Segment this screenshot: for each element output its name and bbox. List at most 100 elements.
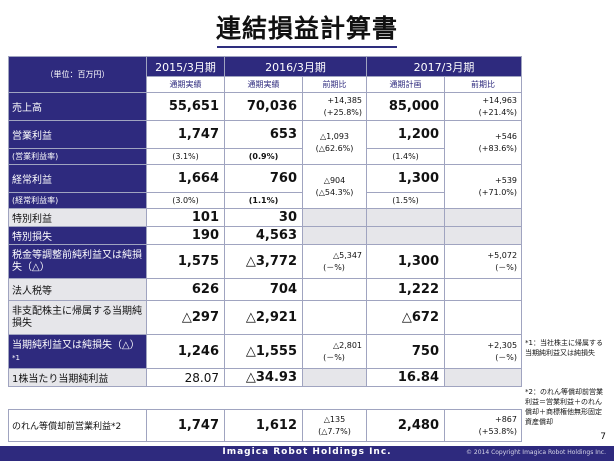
table-row: 営業利益 1,747 653 △1,093 (△62.6%) 1,200 +546…: [8, 120, 523, 165]
cell-value: 1,747: [146, 120, 225, 149]
header-sub-yoy-2017: 前期比: [444, 76, 523, 93]
cell-empty: [301, 208, 368, 227]
row-label: 非支配株主に帰属する当期純損失: [8, 300, 147, 335]
cell-empty: [444, 300, 523, 335]
table-row: 法人税等 626 704 1,222: [8, 278, 523, 301]
cell-value: 626: [146, 278, 225, 301]
cell-value: 55,651: [146, 92, 225, 121]
cell-value: 760: [224, 164, 303, 193]
cell-change: △5,347 (－%): [301, 244, 368, 279]
cell-value: 1,222: [366, 278, 446, 301]
cell-change: +14,963 (+21.4%): [444, 92, 523, 121]
cell-empty: [366, 226, 446, 245]
cell-value: △34.93: [224, 368, 303, 387]
cell-change: △135 (△7.7%): [302, 409, 367, 442]
cell-change: +14,385 (+25.8%): [301, 92, 368, 121]
table-row: 非支配株主に帰属する当期純損失 △297 △2,921 △672: [8, 300, 523, 335]
cell-empty: [444, 278, 523, 301]
row-label: 売上高: [8, 92, 147, 121]
cell-value: 1,300: [366, 164, 446, 193]
cell-value: 1,575: [146, 244, 225, 279]
cell-empty: [444, 368, 523, 387]
cell-change: +867 (+53.8%): [444, 409, 522, 442]
cell-value: 653: [224, 120, 303, 149]
cell-ratio: (1.4%): [366, 148, 446, 165]
cell-value: △2,921: [224, 300, 303, 335]
cell-ratio: (1.1%): [224, 192, 303, 209]
footer-brand: Imagica Robot Holdings Inc.: [222, 447, 392, 457]
cell-change: △1,093 (△62.6%): [301, 120, 368, 165]
cell-value: △297: [146, 300, 225, 335]
row-label: (経常利益率): [8, 192, 147, 209]
cell-value: 85,000: [366, 92, 446, 121]
cell-empty: [301, 300, 368, 335]
cell-ratio: (3.1%): [146, 148, 225, 165]
cell-value: 4,563: [224, 226, 303, 245]
cell-value: 704: [224, 278, 303, 301]
income-statement-table: （単位：百万円） 2015/3月期 2016/3月期 2017/3月期 通期実績…: [8, 56, 523, 387]
row-label: 当期純利益又は純損失（△） *1: [8, 334, 147, 369]
cell-value: 30: [224, 208, 303, 227]
table-row: 特別損失 190 4,563: [8, 226, 523, 245]
cell-value: △3,772: [224, 244, 303, 279]
cell-value: 1,664: [146, 164, 225, 193]
page-number: 7: [600, 432, 606, 442]
cell-value: 1,300: [366, 244, 446, 279]
footer-copyright: © 2014 Copyright Imagica Robot Holdings …: [465, 449, 606, 456]
row-label: 法人税等: [8, 278, 147, 301]
header-sub-plan-2017: 通期計画: [366, 76, 446, 93]
cell-change: +546 (+83.6%): [444, 120, 523, 165]
table-row: 特別利益 101 30: [8, 208, 523, 227]
cell-empty: [444, 208, 523, 227]
header-period-2017: 2017/3月期: [366, 56, 523, 77]
unit-label: （単位：百万円）: [8, 56, 147, 93]
cell-ratio: (0.9%): [224, 148, 303, 165]
table-row: 1株当たり当期純利益 28.07 △34.93 16.84: [8, 368, 523, 387]
goodwill-table: のれん等償却前営業利益*2 1,747 1,612 △135 (△7.7%) 2,…: [8, 409, 522, 442]
footnote-1: *1：当社株主に帰属する 当期純利益又は純損失: [525, 339, 603, 357]
cell-empty: [366, 208, 446, 227]
table-row: 経常利益 1,664 760 △904 (△54.3%) 1,300 +539 (+…: [8, 164, 523, 209]
title-underline: [217, 46, 397, 48]
table-row: 当期純利益又は純損失（△） *1 1,246 △1,555 △2,801 (－%)…: [8, 334, 523, 369]
table-row: 売上高 55,651 70,036 +14,385 (+25.8%) 85,000…: [8, 92, 523, 121]
cell-value: 70,036: [224, 92, 303, 121]
row-label: 税金等調整前純利益又は純損失（△）: [8, 244, 147, 279]
cell-value: △672: [366, 300, 446, 335]
cell-value: 1,200: [366, 120, 446, 149]
cell-ratio: (3.0%): [146, 192, 225, 209]
footer-bar: Imagica Robot Holdings Inc. © 2014 Copyr…: [0, 446, 614, 461]
cell-value: 2,480: [366, 409, 445, 442]
cell-change: +2,305 (－%): [444, 334, 523, 369]
cell-value: 1,747: [146, 409, 225, 442]
footnote-2: *2：のれん等償却前営業 利益＝営業利益＋のれん 償却＋商標権他無形固定 資産償却: [525, 388, 603, 426]
cell-value: △1,555: [224, 334, 303, 369]
row-label: 経常利益: [8, 164, 147, 193]
cell-empty: [301, 368, 368, 387]
row-label: 営業利益: [8, 120, 147, 149]
cell-value: 1,246: [146, 334, 225, 369]
cell-change: +5,072 (－%): [444, 244, 523, 279]
table-row: のれん等償却前営業利益*2 1,747 1,612 △135 (△7.7%) 2,…: [8, 409, 522, 442]
cell-change: △904 (△54.3%): [301, 164, 368, 209]
cell-change: △2,801 (－%): [301, 334, 368, 369]
cell-value: 750: [366, 334, 446, 369]
header-sub-actual-2015: 通期実績: [146, 76, 225, 93]
cell-value: 1,612: [224, 409, 303, 442]
header-sub-actual-2016: 通期実績: [224, 76, 303, 93]
header-period-2015: 2015/3月期: [146, 56, 225, 77]
cell-empty: [301, 226, 368, 245]
cell-empty: [444, 226, 523, 245]
row-label: 特別利益: [8, 208, 147, 227]
cell-empty: [301, 278, 368, 301]
cell-value: 16.84: [366, 368, 446, 387]
row-label: (営業利益率): [8, 148, 147, 165]
row-label: のれん等償却前営業利益*2: [8, 409, 147, 442]
cell-change: +539 (+71.0%): [444, 164, 523, 209]
page-title: 連結損益計算書: [215, 14, 398, 43]
cell-value: 101: [146, 208, 225, 227]
header-sub-yoy-2016: 前期比: [301, 76, 368, 93]
row-label: 1株当たり当期純利益: [8, 368, 147, 387]
row-label: 特別損失: [8, 226, 147, 245]
table-row: 税金等調整前純利益又は純損失（△） 1,575 △3,772 △5,347 (－%…: [8, 244, 523, 279]
